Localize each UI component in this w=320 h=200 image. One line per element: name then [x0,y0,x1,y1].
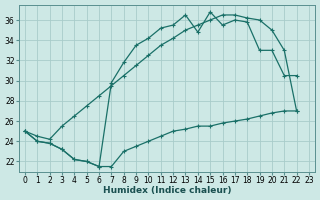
X-axis label: Humidex (Indice chaleur): Humidex (Indice chaleur) [103,186,231,195]
